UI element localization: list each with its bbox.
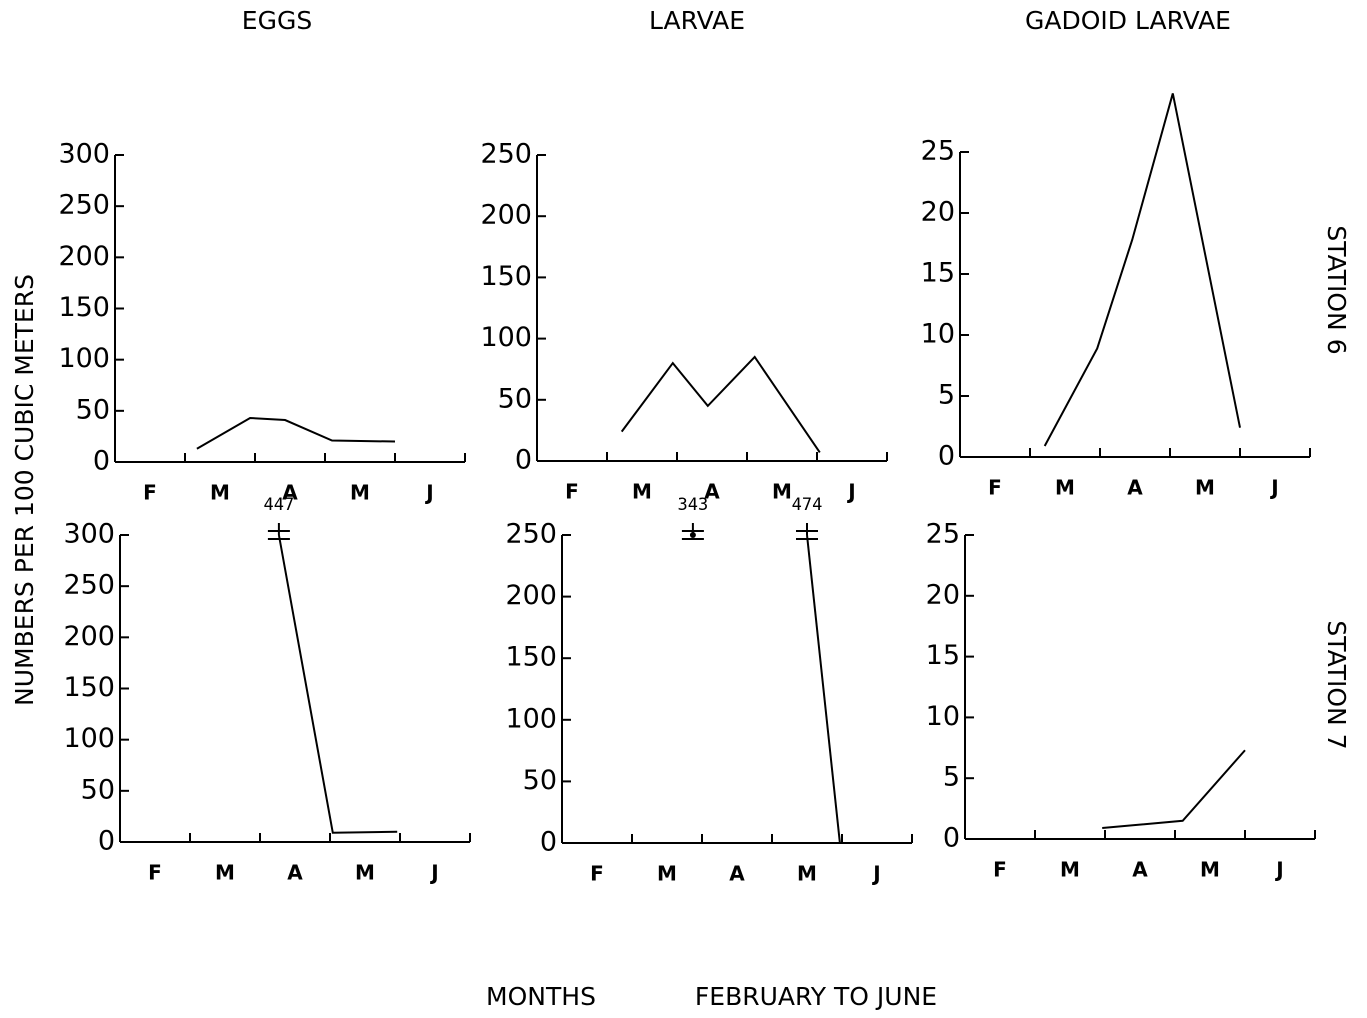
x-tick-label: F xyxy=(148,861,162,885)
y-tick-label: 15 xyxy=(921,258,955,289)
x-tick-label: M xyxy=(350,481,370,505)
x-tick-label: F xyxy=(143,481,157,505)
column-title: GADOID LARVAE xyxy=(1025,6,1231,35)
y-axis-label: NUMBERS PER 100 CUBIC METERS xyxy=(10,274,39,706)
y-tick-label: 200 xyxy=(505,580,557,611)
x-tick-label: F xyxy=(993,858,1007,882)
y-tick-label: 100 xyxy=(505,703,557,734)
x-tick-label: J xyxy=(424,481,433,505)
y-tick-label: 0 xyxy=(93,446,110,477)
x-tick-label: M xyxy=(657,862,677,886)
x-tick-label: F xyxy=(988,476,1002,500)
row-label: STATION 6 xyxy=(1322,225,1351,354)
value-label: 474 xyxy=(792,495,823,515)
value-label: 343 xyxy=(678,495,709,515)
y-tick-label: 5 xyxy=(943,762,960,793)
value-label: 447 xyxy=(264,495,295,515)
y-tick-label: 20 xyxy=(921,197,955,228)
x-tick-label: A xyxy=(729,862,745,886)
column-title: LARVAE xyxy=(649,6,745,35)
x-tick-label: J xyxy=(1269,476,1278,500)
y-tick-label: 100 xyxy=(63,723,115,754)
row-label: STATION 7 xyxy=(1322,620,1351,749)
y-tick-label: 50 xyxy=(498,383,532,414)
x-tick-label: M xyxy=(1060,858,1080,882)
x-tick-label: M xyxy=(632,480,652,504)
x-tick-label: M xyxy=(1200,858,1220,882)
y-tick-label: 300 xyxy=(63,519,115,550)
y-tick-label: 100 xyxy=(480,322,532,353)
y-tick-label: 100 xyxy=(58,343,110,374)
y-tick-label: 150 xyxy=(58,292,110,323)
y-tick-label: 50 xyxy=(76,394,110,425)
data-line xyxy=(277,534,398,834)
y-tick-label: 150 xyxy=(480,261,532,292)
x-tick-label: A xyxy=(1127,476,1143,500)
y-tick-label: 0 xyxy=(943,823,960,854)
y-tick-label: 15 xyxy=(926,640,960,671)
x-tick-label: F xyxy=(565,480,579,504)
x-tick-label: A xyxy=(1132,858,1148,882)
x-tick-label: F xyxy=(590,862,604,886)
x-tick-label: M xyxy=(797,862,817,886)
x-tick-label: M xyxy=(772,480,792,504)
x-tick-label: A xyxy=(704,480,720,504)
y-tick-label: 25 xyxy=(926,519,960,550)
x-tick-label: J xyxy=(871,862,880,886)
y-tick-label: 150 xyxy=(63,672,115,703)
data-line xyxy=(1102,749,1246,830)
y-tick-label: 250 xyxy=(58,190,110,221)
y-tick-label: 250 xyxy=(480,139,532,170)
x-tick-label: J xyxy=(846,480,855,504)
y-tick-label: 25 xyxy=(921,136,955,167)
x-tick-label: A xyxy=(287,861,303,885)
y-tick-label: 0 xyxy=(98,826,115,857)
y-tick-label: 20 xyxy=(926,579,960,610)
y-tick-label: 250 xyxy=(505,519,557,550)
x-axis-label: FEBRUARY TO JUNE xyxy=(695,982,937,1011)
x-tick-label: M xyxy=(355,861,375,885)
y-tick-label: 250 xyxy=(63,570,115,601)
x-axis-label: MONTHS xyxy=(486,982,596,1011)
column-title: EGGS xyxy=(242,6,312,35)
y-tick-label: 200 xyxy=(58,241,110,272)
y-tick-label: 10 xyxy=(921,319,955,350)
x-tick-label: J xyxy=(1274,858,1283,882)
y-tick-label: 50 xyxy=(81,774,115,805)
x-tick-label: M xyxy=(210,481,230,505)
y-tick-label: 5 xyxy=(938,380,955,411)
data-line xyxy=(1043,93,1241,447)
x-tick-label: J xyxy=(429,861,438,885)
y-tick-label: 200 xyxy=(63,621,115,652)
y-tick-label: 0 xyxy=(515,445,532,476)
y-tick-label: 0 xyxy=(540,827,557,858)
x-tick-label: M xyxy=(1055,476,1075,500)
data-line xyxy=(620,355,821,453)
y-tick-label: 150 xyxy=(505,642,557,673)
y-tick-label: 0 xyxy=(938,441,955,472)
y-tick-label: 200 xyxy=(480,200,532,231)
y-tick-label: 50 xyxy=(523,765,557,796)
x-tick-label: A xyxy=(282,481,298,505)
data-line xyxy=(196,416,396,450)
x-tick-label: M xyxy=(1195,476,1215,500)
x-tick-label: M xyxy=(215,861,235,885)
data-line xyxy=(806,534,841,844)
y-tick-label: 300 xyxy=(58,139,110,170)
y-tick-label: 10 xyxy=(926,701,960,732)
